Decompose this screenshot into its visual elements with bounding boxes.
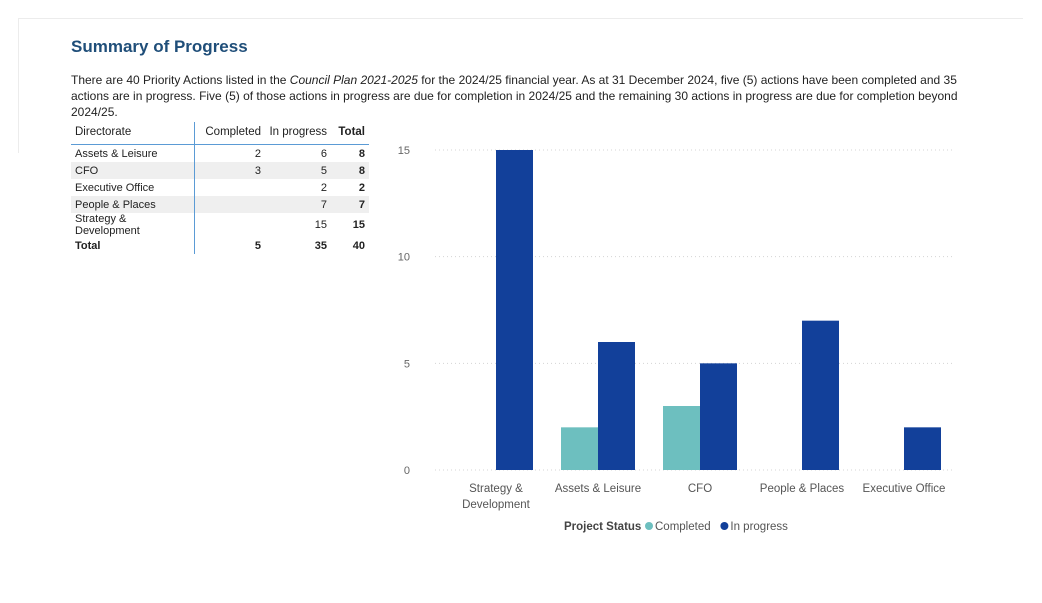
table-row: Assets & Leisure 2 6 8 <box>71 144 369 162</box>
x-tick-label: Executive Office <box>863 483 946 495</box>
cell-total: 15 <box>352 219 365 231</box>
cell-grand-total: 40 <box>331 237 369 254</box>
table-row: Executive Office 2 2 <box>71 179 369 196</box>
cell-completed <box>194 196 265 213</box>
intro-text-2: for the 2024/25 financial year. As at 31… <box>71 73 958 119</box>
y-tick-label: 0 <box>404 465 410 477</box>
legend-label[interactable]: Completed <box>655 521 711 533</box>
bar-in-progress[interactable] <box>598 342 635 470</box>
cell-completed <box>194 179 265 196</box>
bar-in-progress[interactable] <box>700 363 737 470</box>
cell-total: 8 <box>358 147 365 160</box>
table-total-row: Total 5 35 40 <box>71 237 369 254</box>
intro-plan-name: Council Plan 2021-2025 <box>289 73 418 87</box>
legend-marker-completed <box>645 522 653 530</box>
cell-completed <box>194 213 265 237</box>
cell-in-progress: 5 <box>320 164 327 177</box>
x-tick-label: Assets & Leisure <box>555 483 641 495</box>
header-completed[interactable]: Completed <box>194 122 265 145</box>
bar-in-progress[interactable] <box>802 320 839 470</box>
cell-total: 2 <box>358 181 365 194</box>
cell-total-completed: 5 <box>194 237 265 254</box>
cell-completed: 2 <box>194 144 265 162</box>
cell-directorate: People & Places <box>75 198 156 211</box>
bar-in-progress[interactable] <box>496 150 533 470</box>
legend-label[interactable]: In progress <box>730 521 788 533</box>
header-in-progress[interactable]: In progress <box>269 126 327 138</box>
bar-completed[interactable] <box>663 406 700 470</box>
cell-directorate: Executive Office <box>75 181 155 194</box>
table-row: Strategy & Development 15 15 <box>71 213 369 237</box>
frame-border-left <box>18 18 19 153</box>
intro-paragraph: There are 40 Priority Actions listed in … <box>71 72 971 120</box>
y-tick-label: 15 <box>398 145 410 157</box>
table-header-row: Directorate Completed In progress Total <box>71 122 369 145</box>
header-total[interactable]: Total <box>338 126 365 138</box>
y-tick-label: 5 <box>404 358 410 370</box>
cell-in-progress: 6 <box>320 147 327 160</box>
bar-in-progress[interactable] <box>904 427 941 470</box>
x-tick-label: Strategy & <box>469 483 523 495</box>
cell-directorate: Strategy & Development <box>75 213 140 237</box>
frame-border-top <box>18 18 1023 19</box>
bar-completed[interactable] <box>561 427 598 470</box>
cell-total: 7 <box>358 198 365 211</box>
cell-in-progress: 7 <box>320 198 327 211</box>
table-row: CFO 3 5 8 <box>71 162 369 179</box>
cell-completed: 3 <box>194 162 265 179</box>
x-tick-label: People & Places <box>760 483 845 495</box>
cell-in-progress: 15 <box>314 219 327 231</box>
cell-in-progress: 2 <box>320 181 327 194</box>
header-directorate[interactable]: Directorate <box>75 126 132 138</box>
legend-title: Project Status <box>564 521 641 533</box>
directorate-summary-table: Directorate Completed In progress Total … <box>71 122 369 254</box>
intro-text-1: There are 40 Priority Actions listed in … <box>71 73 290 87</box>
page-title: Summary of Progress <box>71 37 248 56</box>
x-tick-label: CFO <box>688 483 712 495</box>
cell-total: 8 <box>358 164 365 177</box>
legend-marker-in-progress <box>720 522 729 530</box>
x-tick-label: Development <box>462 499 531 511</box>
cell-total-label: Total <box>71 237 195 254</box>
cell-directorate: CFO <box>75 164 99 177</box>
cell-total-in-progress: 35 <box>265 237 331 254</box>
table-row: People & Places 7 7 <box>71 196 369 213</box>
y-tick-label: 10 <box>398 252 410 264</box>
cell-directorate: Assets & Leisure <box>75 147 158 160</box>
